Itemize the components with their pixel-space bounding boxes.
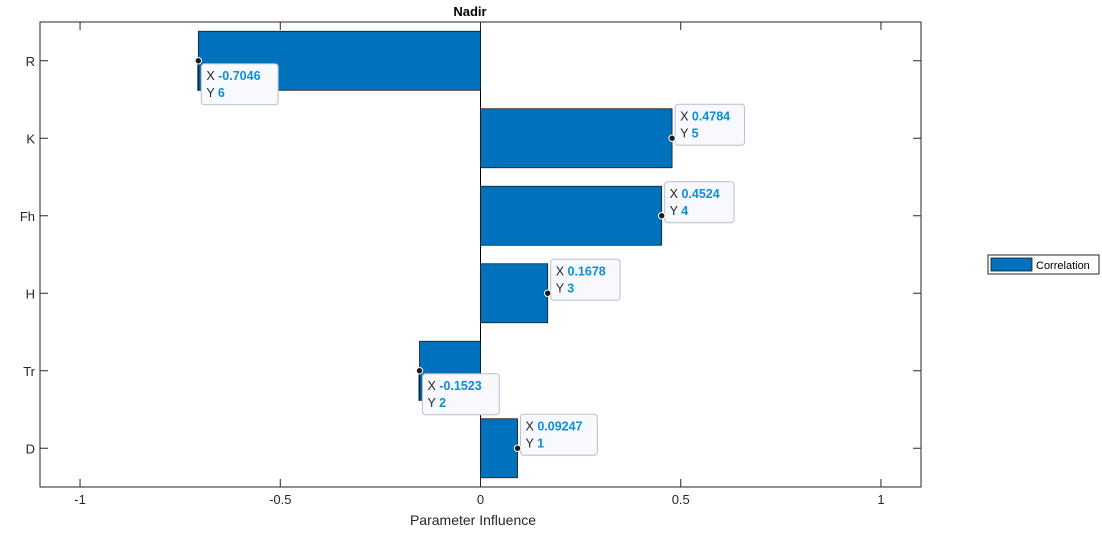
datatip-box: [550, 258, 621, 301]
bar-fh[interactable]: [480, 185, 663, 246]
datatip-y-line: Y 3: [556, 281, 575, 295]
ticks-group: [40, 22, 921, 487]
datatip-y-line: Y 6: [206, 86, 225, 100]
x-tick-label: 1: [877, 492, 884, 507]
x-tick-label: 0.5: [672, 492, 690, 507]
y-tick-label: Fh: [20, 209, 35, 224]
datatip-y-line: Y 1: [526, 436, 545, 450]
x-tick-label: -0.5: [269, 492, 291, 507]
datatip-marker: [668, 134, 676, 142]
datatip-box: [674, 103, 745, 146]
datatip-x-line: X -0.1523: [428, 379, 482, 393]
datatip-marker: [415, 367, 424, 375]
datatip-marker: [657, 212, 666, 220]
datatip-x-line: X 0.1678: [556, 264, 606, 278]
bar-d[interactable]: [480, 418, 518, 479]
x-axis-label: Parameter Influence: [410, 512, 536, 528]
datatip[interactable]: X -0.1523 Y 2: [415, 367, 500, 416]
datatip-x-line: X 0.09247: [526, 419, 583, 433]
legend-swatch: [990, 257, 1033, 272]
datatip-marker: [513, 444, 522, 452]
datatip-y-line: Y 2: [428, 396, 447, 410]
legend-label: Correlation: [1036, 260, 1090, 272]
datatip-x-line: X 0.4784: [680, 109, 730, 123]
y-tick-label: R: [26, 54, 35, 69]
y-tick-label: K: [26, 131, 35, 146]
datatip[interactable]: X 0.1678 Y 3: [543, 258, 621, 301]
x-tick-labels: -1 -0.5 0 0.5 1: [74, 492, 884, 507]
bar-k[interactable]: [480, 108, 673, 169]
y-tick-label: H: [26, 286, 35, 301]
y-tick-label: Tr: [23, 364, 35, 379]
datatip-marker: [194, 57, 203, 65]
chart-title: Nadir: [453, 4, 486, 19]
datatip-y-line: Y 5: [680, 126, 699, 140]
datatip-box: [422, 373, 500, 416]
datatip-x-line: X -0.7046: [206, 69, 260, 83]
datatip-box: [200, 63, 279, 106]
y-tick-labels: D Tr H Fh K R: [20, 54, 36, 457]
y-tick-label: D: [26, 441, 35, 456]
datatip-y-line: Y 4: [670, 204, 689, 218]
x-tick-label: -1: [74, 492, 86, 507]
datatip-box: [520, 413, 598, 456]
datatip-box: [664, 181, 735, 224]
legend[interactable]: Correlation: [987, 254, 1100, 275]
datatips-group: X 0.09247 Y 1 X -0.1523 Y 2 X 0.1678 Y 3 X 0.4…: [194, 57, 745, 456]
datatip[interactable]: X 0.09247 Y 1: [513, 413, 598, 456]
x-tick-label: 0: [477, 492, 484, 507]
bar-r[interactable]: [197, 30, 481, 91]
datatip-x-line: X 0.4524: [670, 187, 720, 201]
bar-h[interactable]: [480, 263, 549, 324]
datatip[interactable]: X 0.4784 Y 5: [668, 103, 745, 146]
datatip[interactable]: X 0.4524 Y 4: [657, 181, 735, 224]
datatip-marker: [543, 289, 552, 297]
datatip[interactable]: X -0.7046 Y 6: [194, 57, 279, 106]
